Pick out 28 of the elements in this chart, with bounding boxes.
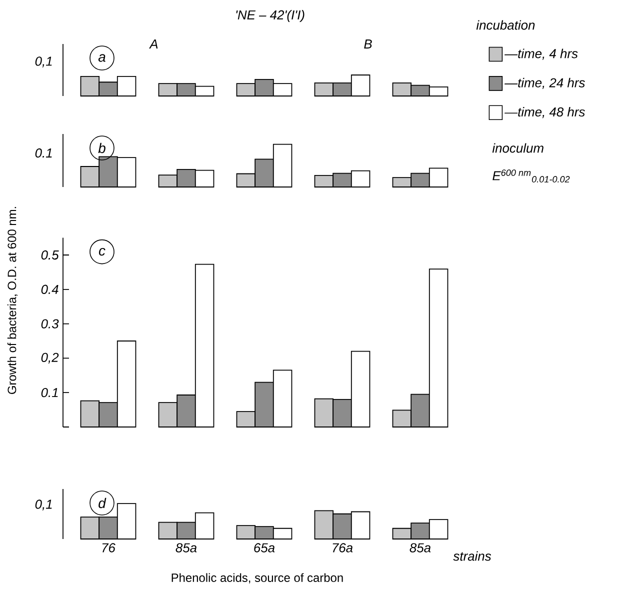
chart-title: d [98,498,106,508]
x-tick-label: 76a [332,543,353,552]
x-axis-title: Phenolic acids, source of carbon [172,573,343,584]
legend-label: —time, 48 hrs [504,107,585,118]
x-tick-label: 76 [102,543,116,552]
text: c [98,248,106,256]
text: E$^{600 nm}$0.01-0.02 [492,170,570,182]
chart-title: a [98,54,106,62]
y-axis-title: Growth of bacteria, O.D. at 600 nm. [7,206,18,394]
text: 0,1 [35,56,52,68]
text: 0,1 [35,500,52,510]
text: strains [453,551,492,561]
x-tick-label: 65a [254,543,275,552]
legend-label: —time, 4 hrs [504,48,578,60]
legend-title: incubation [476,20,535,30]
y-tick-label: 0.4 [41,284,58,294]
legend-label: —time, 24 hrs [504,78,585,89]
y-tick-label: 0.5 [41,250,59,260]
text: B [364,40,372,48]
y-tick-label: 0.1 [41,388,58,398]
text: inoculum [492,143,544,153]
x-tick-label: 85a [410,543,431,552]
text: 'NE – 42'(I'I) [236,10,304,22]
y-tick-label: 0,2 [41,352,59,364]
x-tick-label: 85a [176,543,197,552]
y-tick-label: 0.3 [41,319,59,328]
chart-title: b [98,142,106,154]
text: A [149,40,158,48]
